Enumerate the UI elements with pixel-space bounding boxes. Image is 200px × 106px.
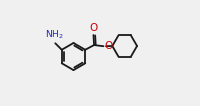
Text: O: O	[104, 41, 112, 51]
Text: NH$_2$: NH$_2$	[45, 28, 64, 41]
Text: O: O	[90, 23, 98, 33]
